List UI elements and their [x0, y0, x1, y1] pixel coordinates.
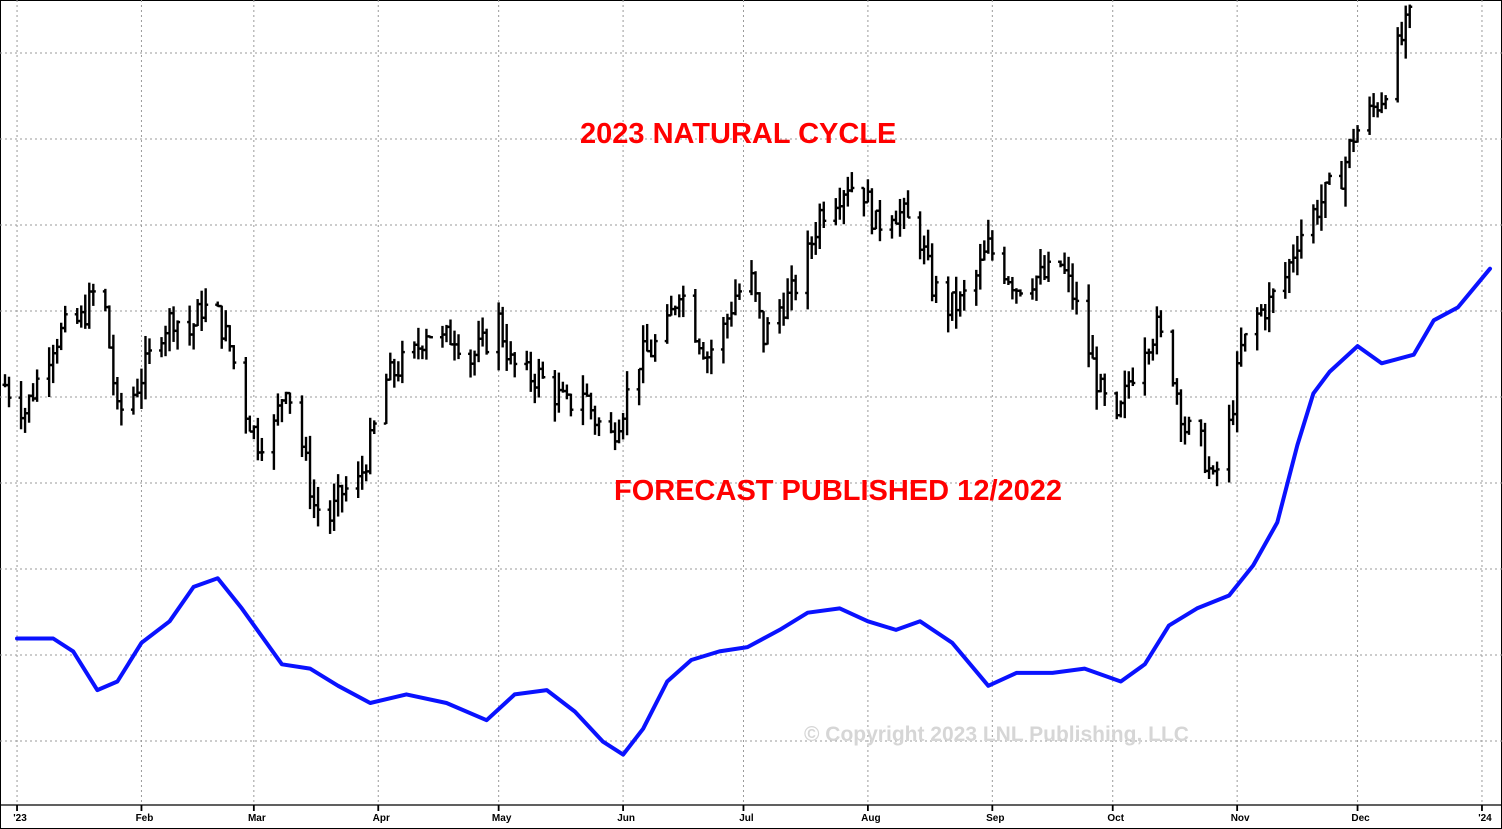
price-bar — [1242, 332, 1248, 352]
x-tick-label: Apr — [373, 813, 390, 824]
x-tick-label: '24 — [1478, 813, 1492, 824]
price-bar — [1214, 461, 1220, 487]
price-bar — [1326, 172, 1332, 185]
price-bar — [933, 275, 939, 304]
price-bar — [961, 279, 967, 311]
price-bar — [1074, 281, 1080, 315]
x-tick-label: Nov — [1231, 813, 1250, 824]
copyright-annotation: © Copyright 2023 LNL Publishing, LLC — [804, 723, 1189, 746]
x-tick-label: '23 — [13, 813, 27, 824]
price-bar — [1298, 219, 1304, 259]
price-bar — [146, 338, 152, 364]
price-bar — [259, 437, 265, 462]
price-bar — [118, 392, 124, 426]
x-axis: '23 Feb Mar Apr May Jun Jul Aug Sep Oct Nov Dec '24 — [13, 805, 1492, 824]
price-bar — [175, 320, 181, 350]
price-bar — [821, 201, 827, 228]
price-series — [2, 4, 1413, 534]
x-tick-label: Dec — [1351, 813, 1370, 824]
price-bar — [1046, 251, 1052, 282]
x-tick-label: Oct — [1107, 813, 1124, 824]
price-bar — [287, 391, 293, 414]
price-bar — [203, 288, 209, 323]
price-bar — [1383, 95, 1389, 110]
price-bar — [708, 339, 714, 375]
x-tick-label: Jul — [739, 813, 754, 824]
price-bar — [680, 285, 686, 318]
price-bar — [512, 352, 518, 378]
price-bar — [568, 393, 574, 417]
price-bar — [793, 274, 799, 301]
price-bar — [34, 369, 40, 402]
x-tick-label: Jun — [617, 813, 635, 824]
forecast-series — [15, 266, 1492, 757]
price-bar — [1407, 4, 1413, 29]
grid — [0, 0, 1502, 805]
price-bar — [624, 371, 630, 436]
price-bar — [343, 476, 349, 502]
price-bar — [231, 345, 237, 370]
price-bar — [315, 486, 321, 527]
price-bar — [456, 334, 462, 360]
price-bar — [484, 328, 490, 355]
price-bar — [6, 376, 12, 408]
price-bar — [540, 361, 546, 379]
price-bar — [427, 335, 433, 339]
x-tick-label: Mar — [248, 813, 266, 824]
price-bar — [765, 317, 771, 346]
x-tick-label: May — [492, 813, 512, 824]
price-bar — [877, 199, 883, 242]
forecast-line — [15, 266, 1492, 757]
price-bar — [1102, 373, 1108, 406]
price-bar — [90, 283, 96, 306]
forecast-note-annotation: FORECAST PUBLISHED 12/2022 — [614, 475, 1062, 507]
price-bar — [736, 283, 742, 300]
price-bar — [1186, 416, 1192, 435]
price-bar — [399, 340, 405, 384]
price-bar — [652, 334, 658, 362]
price-bar — [1158, 310, 1164, 338]
cycle-title-annotation: 2023 NATURAL CYCLE — [580, 118, 896, 150]
price-bar — [1130, 367, 1136, 387]
price-bar — [1355, 125, 1361, 143]
price-bar — [1270, 288, 1276, 314]
price-bar — [989, 230, 995, 261]
price-bar — [62, 305, 68, 333]
x-tick-label: Sep — [986, 813, 1004, 824]
x-tick-label: Feb — [136, 813, 154, 824]
price-bar — [905, 190, 911, 219]
price-bar — [371, 420, 377, 435]
price-bar — [1017, 289, 1023, 297]
price-bar — [849, 172, 855, 193]
x-tick-label: Aug — [861, 813, 880, 824]
price-bar — [596, 417, 602, 437]
